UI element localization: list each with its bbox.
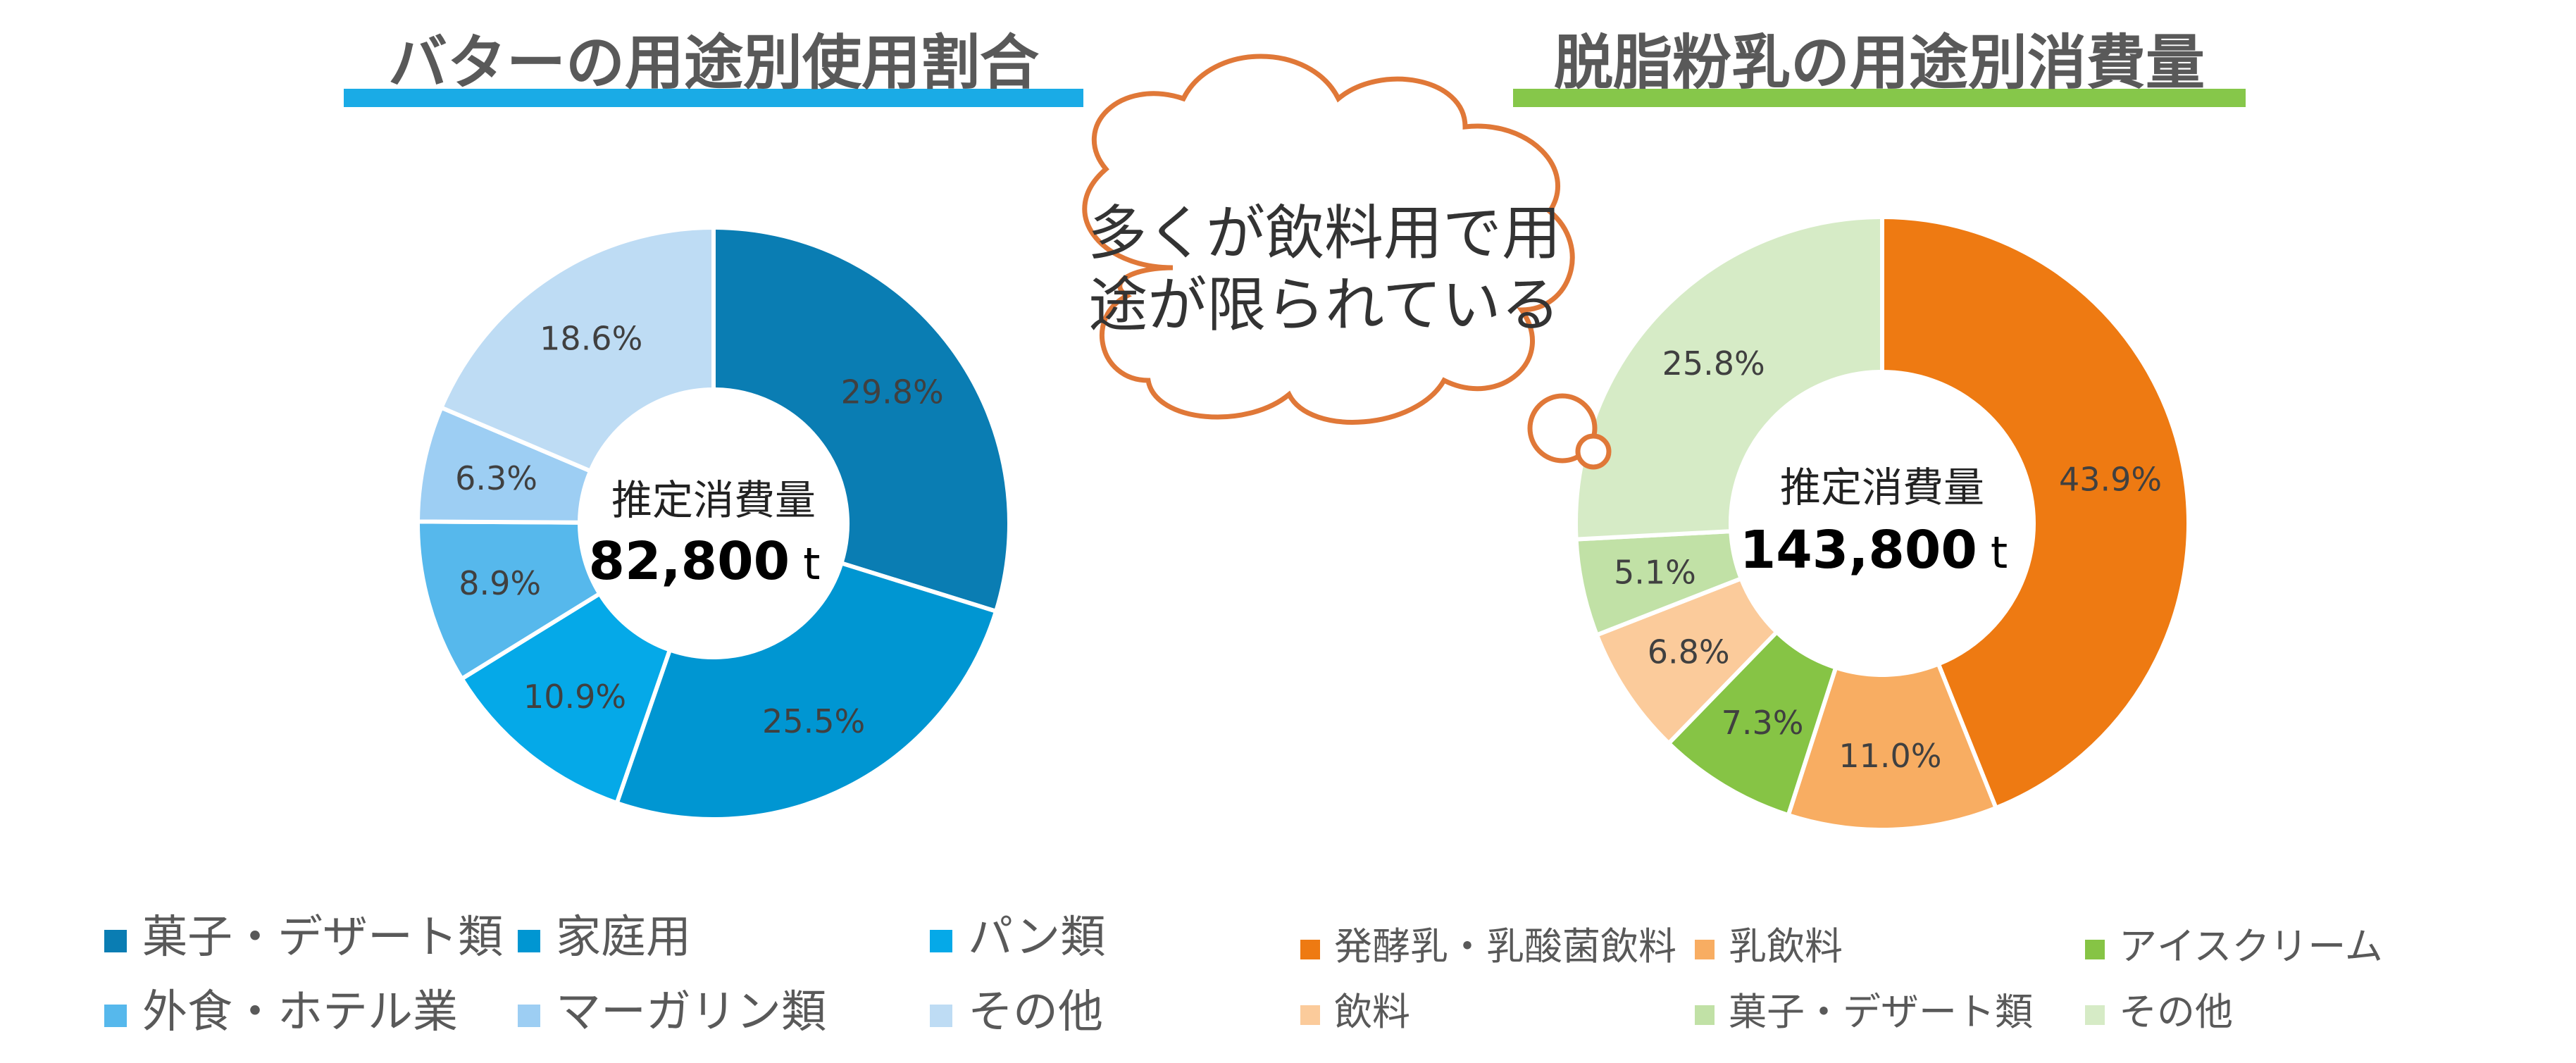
butter-slice-label-3: 10.9% <box>523 678 626 716</box>
butter-legend-swatch-5 <box>518 1005 540 1027</box>
skim-milk-donut-chart: 43.9% 11.0% 7.3% 6.8% 5.1% 25.8% <box>1574 214 2191 832</box>
skim-milk-legend-label-6: その他 <box>2119 990 2233 1034</box>
skim-milk-legend-label-5: 菓子・デザート類 <box>1729 990 2033 1034</box>
skim-milk-center-value: 143,800 <box>1740 520 1977 580</box>
skim-milk-slice-6 <box>1574 214 1884 542</box>
skim-milk-legend-swatch-4 <box>1300 1005 1320 1025</box>
skim-milk-center-total: 143,800 t <box>1740 520 2008 580</box>
skim-milk-slice-label-6: 25.8% <box>1662 344 1765 383</box>
butter-legend-swatch-2 <box>518 930 540 952</box>
skim-milk-legend-swatch-1 <box>1300 940 1320 959</box>
skim-milk-legend-swatch-6 <box>2085 1005 2105 1025</box>
butter-legend-label-1: 菓子・デザート類 <box>142 912 503 964</box>
butter-legend-swatch-3 <box>930 930 952 952</box>
butter-slice-1 <box>711 225 1012 614</box>
butter-legend-item-5: マーガリン類 <box>518 986 826 1038</box>
thought-bubble: 多くが飲料用で用 途が限られている <box>1082 54 1612 470</box>
butter-legend-swatch-1 <box>104 930 127 952</box>
butter-center-unit: t <box>803 538 820 590</box>
butter-title-underline <box>344 89 1083 107</box>
skim-milk-title-underline <box>1513 89 2246 107</box>
butter-legend-label-6: その他 <box>968 986 1103 1038</box>
butter-legend-swatch-6 <box>930 1005 952 1027</box>
skim-milk-legend-swatch-5 <box>1695 1005 1715 1025</box>
skim-milk-legend-item-4: 飲料 <box>1300 990 1410 1034</box>
skim-milk-slice-2 <box>1785 661 1999 832</box>
butter-slice-label-1: 29.8% <box>841 373 944 411</box>
butter-legend-label-4: 外食・ホテル業 <box>142 986 458 1038</box>
butter-donut-chart: 29.8% 25.5% 10.9% 8.9% 6.3% 18.6% <box>415 225 1012 821</box>
butter-legend-item-4: 外食・ホテル業 <box>104 986 458 1038</box>
thought-bubble-dot-small <box>1575 433 1612 470</box>
butter-slice-3 <box>459 590 673 806</box>
skim-milk-slice-label-3: 7.3% <box>1722 704 1804 742</box>
butter-slice-2 <box>614 560 999 821</box>
skim-milk-center-unit: t <box>1991 527 2008 578</box>
butter-center-value: 82,800 <box>589 531 790 592</box>
skim-milk-legend-label-4: 飲料 <box>1334 990 1410 1034</box>
skim-milk-legend-label-3: アイスクリーム <box>2119 924 2383 969</box>
skim-milk-center-label: 推定消費量 <box>1780 464 1984 511</box>
butter-legend-swatch-4 <box>104 1005 127 1027</box>
skim-milk-slice-label-5: 5.1% <box>1614 554 1696 592</box>
skim-milk-legend-swatch-3 <box>2085 940 2105 959</box>
skim-milk-legend-label-1: 発酵乳・乳酸菌飲料 <box>1334 924 1676 969</box>
skim-milk-legend-item-2: 乳飲料 <box>1695 924 1843 969</box>
butter-center-label: 推定消費量 <box>611 476 816 524</box>
butter-slice-label-2: 25.5% <box>762 702 865 740</box>
butter-legend-label-5: マーガリン類 <box>556 986 826 1038</box>
skim-milk-legend-swatch-2 <box>1695 940 1715 959</box>
skim-milk-legend-item-5: 菓子・デザート類 <box>1695 990 2033 1034</box>
skim-milk-legend-item-1: 発酵乳・乳酸菌飲料 <box>1300 924 1676 969</box>
butter-legend-item-6: その他 <box>930 986 1103 1038</box>
skim-milk-slice-label-1: 43.9% <box>2059 461 2162 499</box>
butter-legend-label-3: パン類 <box>968 912 1105 964</box>
skim-milk-slice-1 <box>1880 214 2191 811</box>
butter-slice-label-6: 18.6% <box>540 319 642 357</box>
butter-slice-label-4: 8.9% <box>459 564 541 602</box>
skim-milk-legend-item-3: アイスクリーム <box>2085 924 2383 969</box>
butter-legend-item-3: パン類 <box>930 912 1105 964</box>
thought-bubble-line-1: 多くが飲料用で用 <box>1088 199 1561 268</box>
thought-bubble-cloud <box>1082 54 1575 425</box>
skim-milk-slice-label-4: 6.8% <box>1648 633 1730 671</box>
butter-chart-title: バターの用途別使用割合 <box>388 28 1039 97</box>
thought-bubble-line-2: 途が限られている <box>1088 271 1560 340</box>
skim-milk-legend-item-6: その他 <box>2085 990 2233 1034</box>
butter-slice-6 <box>438 225 716 474</box>
skim-milk-legend-label-2: 乳飲料 <box>1729 924 1843 969</box>
butter-legend-label-2: 家庭用 <box>556 912 691 964</box>
butter-slice-label-5: 6.3% <box>455 459 537 497</box>
butter-legend-item-1: 菓子・デザート類 <box>104 912 503 964</box>
butter-legend-item-2: 家庭用 <box>518 912 691 964</box>
skim-milk-chart-title: 脱脂粉乳の用途別消費量 <box>1554 28 2205 97</box>
skim-milk-slice-label-2: 11.0% <box>1838 737 1941 775</box>
butter-center-total: 82,800 t <box>589 531 821 592</box>
